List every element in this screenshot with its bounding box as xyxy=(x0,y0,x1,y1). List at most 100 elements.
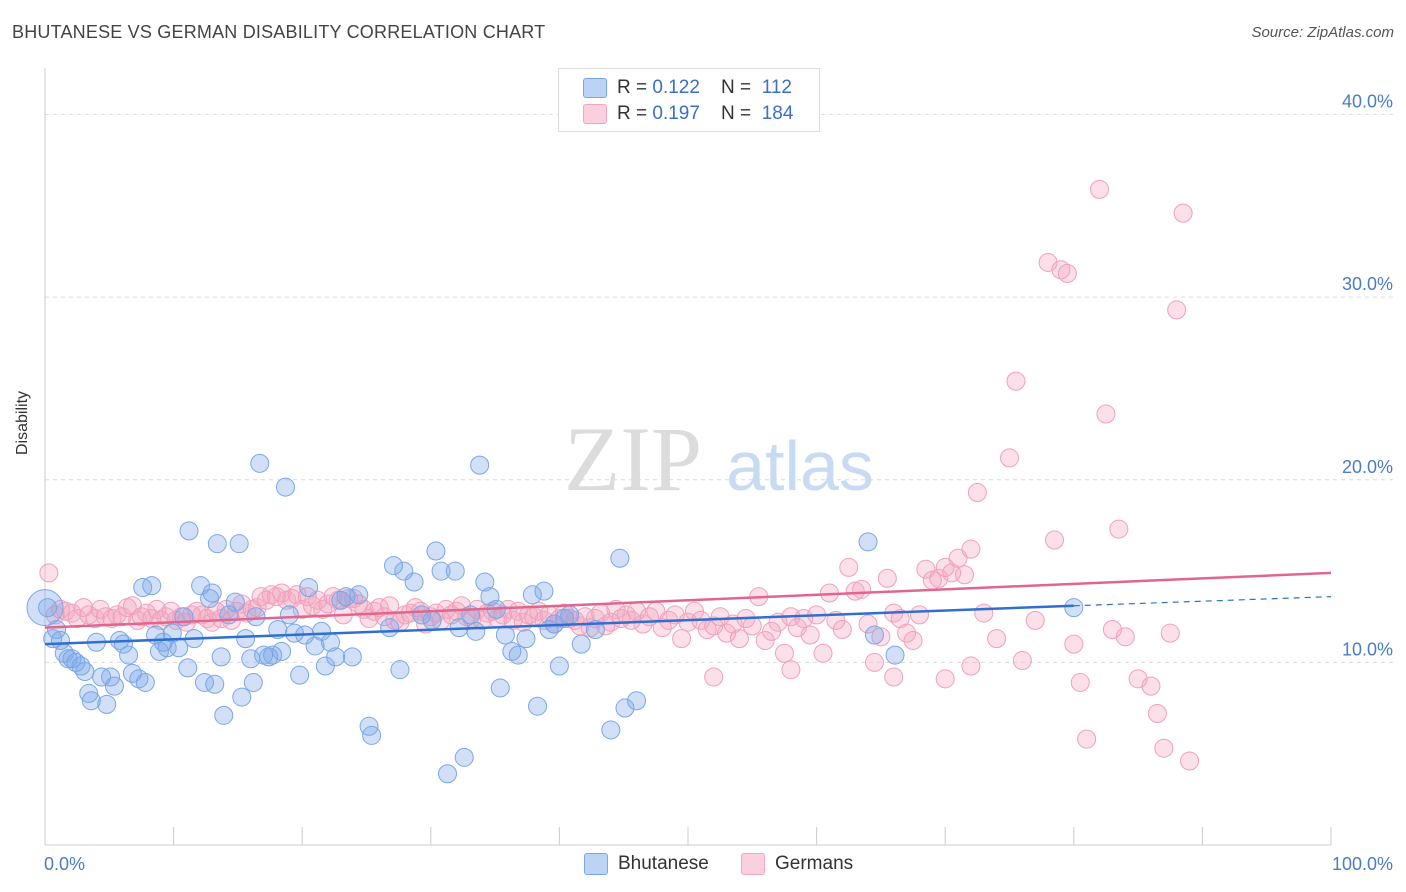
germans-point xyxy=(974,603,994,623)
germans-point xyxy=(596,616,616,636)
germans-point xyxy=(1070,672,1090,692)
bhutanese-point xyxy=(243,672,263,692)
germans-point xyxy=(1064,634,1084,654)
germans-point xyxy=(652,618,672,638)
bhutanese-point xyxy=(101,667,121,687)
bhutanese-point xyxy=(404,572,424,592)
germans-point xyxy=(858,614,878,634)
bhutanese-point xyxy=(454,747,474,767)
germans-point xyxy=(493,605,513,625)
germans-point xyxy=(1147,704,1167,724)
germans-point xyxy=(79,605,99,625)
r-value: 0.122 xyxy=(652,77,700,98)
r-value: 0.197 xyxy=(652,103,700,124)
axes xyxy=(44,68,1332,846)
germans-point xyxy=(774,643,794,663)
bhutanese-point xyxy=(610,548,630,568)
bhutanese-point xyxy=(207,534,227,554)
germans-point xyxy=(839,557,859,577)
bhutanese-point xyxy=(113,634,133,654)
bhutanese-point xyxy=(75,662,95,682)
y-tick-label: 10.0% xyxy=(1342,639,1393,659)
r-label: R = xyxy=(617,77,653,98)
bhutanese-point xyxy=(299,578,319,598)
bhutanese-point xyxy=(445,561,465,581)
germans-point xyxy=(903,630,923,650)
bhutanese-point xyxy=(290,665,310,685)
bhutanese-point xyxy=(627,691,647,711)
bhutanese-point xyxy=(490,678,510,698)
watermark-atlas: atlas xyxy=(726,427,874,505)
germans-point xyxy=(313,599,333,619)
germans-point xyxy=(45,605,65,625)
bhutanese-point xyxy=(331,590,351,610)
tick-labels: 10.0% 20.0% 30.0% 40.0% 0.0% 100.0% xyxy=(44,92,1393,874)
germans-point xyxy=(1057,263,1077,283)
stats-legend-box: R = 0.122 N = 112 R = 0.197 N = 184 xyxy=(558,68,820,132)
germans-point xyxy=(987,629,1007,649)
bhutanese-point xyxy=(38,598,58,618)
bhutanese-point xyxy=(508,645,528,665)
bhutanese-point xyxy=(571,634,591,654)
bhutanese-swatch xyxy=(583,78,607,98)
bhutanese-point xyxy=(214,705,234,725)
bhutanese-point xyxy=(466,621,486,641)
bhutanese-point xyxy=(169,638,189,658)
germans-point xyxy=(884,667,904,687)
bhutanese-point xyxy=(142,576,162,596)
bhutanese-point xyxy=(885,645,905,665)
bhutanese-point xyxy=(326,647,346,667)
bhutanese-point xyxy=(135,672,155,692)
germans-point xyxy=(948,548,968,568)
germans-point xyxy=(935,557,955,577)
bhutanese-point xyxy=(81,691,101,711)
bhutanese-point xyxy=(211,647,231,667)
bhutanese-point xyxy=(1064,598,1084,618)
germans-point xyxy=(1096,404,1116,424)
bhutanese-point xyxy=(384,556,404,576)
germans-point xyxy=(935,669,955,689)
germans-point xyxy=(845,581,865,601)
germans-point xyxy=(1077,729,1097,749)
germans-point xyxy=(380,596,400,616)
bhutanese-point xyxy=(601,720,621,740)
bhutanese-trend-extension xyxy=(1073,596,1332,607)
germans-point xyxy=(877,568,897,588)
germans-point xyxy=(832,620,852,640)
bhutanese-point xyxy=(71,656,91,676)
bhutanese-point xyxy=(178,658,198,678)
n-label: N = xyxy=(721,103,757,124)
bhutanese-point xyxy=(549,656,569,676)
x-tick-label: 0.0% xyxy=(44,854,85,874)
germans-point xyxy=(182,605,202,625)
bhutanese-point xyxy=(560,605,580,625)
germans-point xyxy=(1025,610,1045,630)
n-value: 184 xyxy=(761,103,794,124)
germans-point xyxy=(1180,751,1200,771)
trend-lines xyxy=(44,571,1332,646)
germans-point xyxy=(967,483,987,503)
bhutanese-point xyxy=(555,609,575,629)
germans-swatch xyxy=(583,104,607,124)
germans-point xyxy=(864,652,884,672)
germans-point xyxy=(1160,623,1180,643)
germans-point xyxy=(1090,179,1110,199)
bhutanese-point xyxy=(864,625,884,645)
germans-point xyxy=(929,568,949,588)
chart-title: BHUTANESE VS GERMAN DISABILITY CORRELATI… xyxy=(12,22,546,42)
bhutanese-point xyxy=(438,764,458,784)
bhutanese-trend-line xyxy=(44,604,1074,646)
watermark-zip: ZIP xyxy=(564,408,702,510)
bhutanese-point xyxy=(225,592,245,612)
watermark: ZIP atlas xyxy=(564,408,874,510)
bhutanese-point xyxy=(275,477,295,497)
germans-point xyxy=(161,601,181,621)
bhutanese-point xyxy=(272,641,292,661)
n-value: 112 xyxy=(761,77,792,98)
x-tick-label: 100.0% xyxy=(1332,854,1393,874)
germans-point xyxy=(800,625,820,645)
germans-point xyxy=(742,616,762,636)
bhutanese-point xyxy=(104,676,124,696)
bhutanese-point xyxy=(122,663,142,683)
